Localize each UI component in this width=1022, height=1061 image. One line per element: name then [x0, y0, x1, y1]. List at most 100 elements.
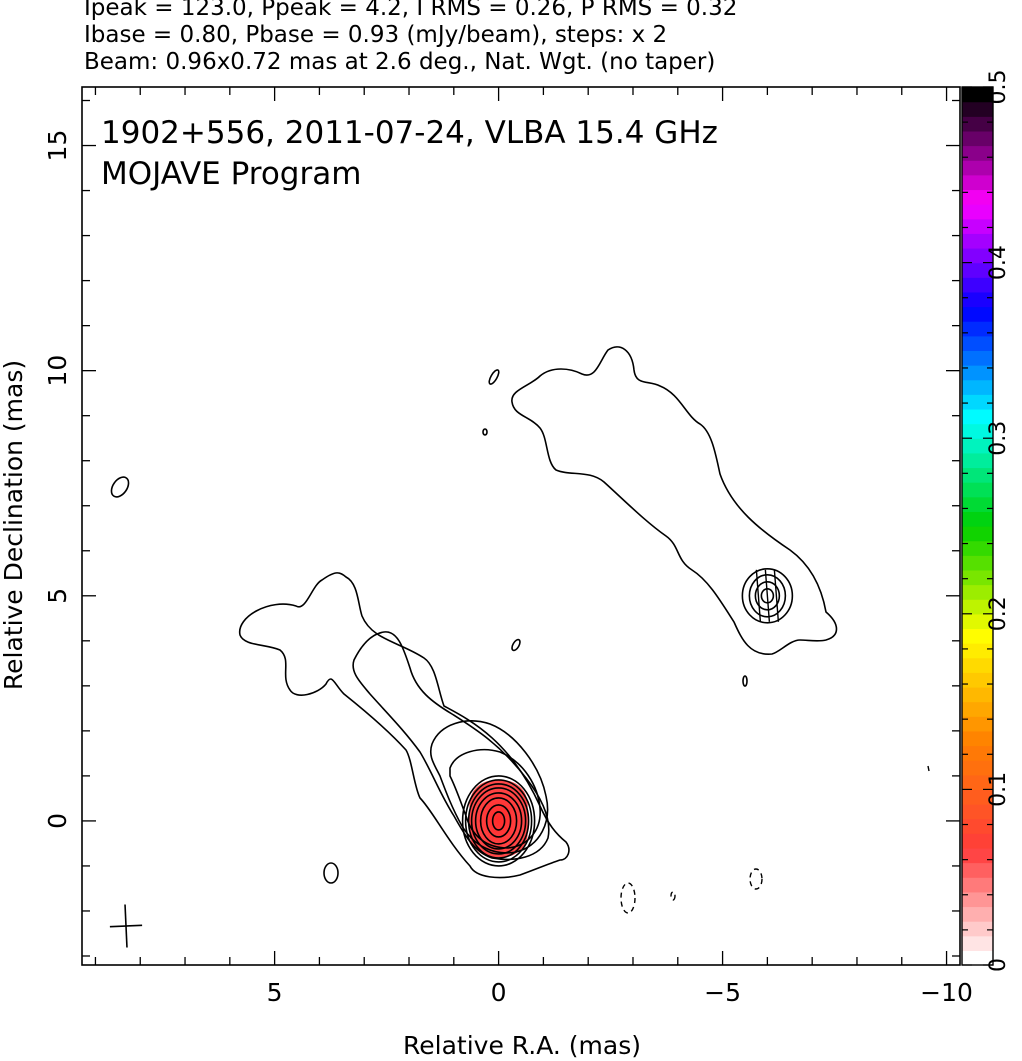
colorbar-band: [962, 394, 993, 410]
colorbar-band: [962, 306, 993, 322]
colorbar-frame: [961, 86, 994, 966]
x-tick-label: −10: [920, 978, 973, 1007]
colorbar-band: [962, 599, 993, 615]
noise-contour-6: [742, 675, 748, 687]
colorbar-band: [962, 247, 993, 264]
knot-polarization-vector-1: [755, 569, 762, 622]
colorbar-band: [962, 950, 993, 966]
colorbar-band: [962, 891, 993, 908]
y-tick-label: 5: [43, 588, 72, 604]
chart-title: 1902+556, 2011-07-24, VLBA 15.4 GHz: [101, 115, 718, 151]
colorbar-band: [962, 686, 993, 703]
colorbar-band: [962, 130, 993, 147]
colorbar-tick-label: 0.3: [986, 421, 1011, 456]
colorbar-band: [962, 408, 993, 425]
colorbar-band: [962, 482, 993, 498]
colorbar-band: [962, 335, 993, 351]
negative-contour-2: [749, 868, 763, 890]
colorbar-band: [962, 145, 993, 161]
colorbar-band: [962, 379, 993, 395]
colorbar-band: [962, 789, 993, 805]
header-beam-line: Beam: 0.96x0.72 mas at 2.6 deg., Nat. Wg…: [84, 49, 716, 75]
colorbar-band: [962, 935, 993, 951]
colorbar-band: [962, 87, 993, 103]
colorbar-band: [962, 291, 993, 308]
negative-contour-3: [670, 891, 676, 901]
y-tick-label: 10: [43, 355, 72, 387]
colorbar-band: [962, 204, 993, 220]
colorbar-band: [962, 877, 993, 893]
colorbar-band: [962, 804, 993, 820]
colorbar-band: [962, 584, 993, 600]
x-axis-label: Relative R.A. (mas): [403, 1031, 641, 1060]
colorbar-band: [962, 511, 993, 527]
colorbar-band: [962, 701, 993, 717]
y-tick-label: 15: [43, 130, 72, 162]
core-contour-6: [479, 797, 518, 845]
core-contour-1: [461, 775, 536, 867]
knot-contour-2: [748, 573, 787, 618]
knot-polarization-vector-3: [773, 569, 780, 622]
core-contour-8: [491, 811, 506, 831]
colorbar-band: [962, 526, 993, 542]
colorbar-band: [962, 321, 993, 337]
contour-lines: [109, 346, 930, 948]
colorbar-band: [962, 716, 993, 732]
y-axis-label: Relative Declination (mas): [0, 360, 28, 690]
colorbar-band: [962, 921, 993, 937]
colorbar-band: [962, 862, 993, 878]
colorbar-band: [962, 116, 993, 132]
jet-outer-contour: [239, 572, 570, 879]
colorbar-band: [962, 847, 993, 864]
noise-contour-5: [482, 428, 488, 436]
colorbar-band: [962, 452, 993, 469]
x-tick-label: 0: [491, 978, 507, 1007]
outer-lobe-contour: [511, 346, 838, 655]
colorbar-band: [962, 496, 993, 512]
noise-contour-4: [488, 369, 500, 385]
noise-contour-2: [323, 862, 339, 884]
colorbar-band: [962, 540, 993, 556]
colorbar-band: [962, 365, 993, 381]
colorbar-band: [962, 423, 993, 439]
x-tick-label: 5: [267, 978, 283, 1007]
header-stats-line-2: Ibase = 0.80, Pbase = 0.93 (mJy/beam), s…: [84, 22, 668, 48]
colorbar-band: [962, 160, 993, 176]
noise-contour-3: [511, 638, 521, 652]
noise-contour-1: [110, 476, 130, 498]
colorbar-band: [962, 745, 993, 761]
colorbar-band: [962, 774, 993, 790]
colorbar-band: [962, 262, 993, 278]
negative-contour-1: [620, 882, 636, 914]
core-contour-2: [464, 779, 533, 863]
core-contour-3: [467, 783, 530, 859]
colorbar-band: [962, 174, 993, 191]
plot-area: [82, 87, 960, 965]
colorbar-tick-label: 0.2: [986, 596, 1011, 631]
colorbar-band: [962, 555, 993, 571]
knot-polarization-vector-2: [764, 569, 771, 622]
colorbar-band: [962, 613, 993, 630]
colorbar-band: [962, 438, 993, 454]
colorbar-tick-label: 0.5: [986, 70, 1011, 105]
colorbar-band: [962, 906, 993, 922]
colorbar-band: [962, 350, 993, 366]
axes: 5 0 −5 −10 0 5 10 15: [43, 86, 973, 1007]
colorbar-band: [962, 818, 993, 834]
header-stats-line-1: Ipeak = 123.0, Ppeak = 4.2, I RMS = 0.26…: [84, 0, 738, 21]
jet-contour-level-2: [352, 631, 550, 861]
colorbar-band: [962, 189, 993, 205]
colorbar-band: [962, 277, 993, 293]
colorbar: 0 0.1 0.2 0.3 0.4 0.5: [961, 70, 1011, 972]
core-contour-5: [474, 792, 523, 850]
x-tick-label: −5: [704, 978, 741, 1007]
colorbar-band: [962, 101, 993, 117]
noise-speck: [927, 765, 930, 772]
knot-contour-3: [754, 580, 781, 611]
colorbar-band: [962, 730, 993, 747]
y-tick-label: 0: [43, 813, 72, 829]
colorbar-band: [962, 643, 993, 659]
plot-frame: [81, 86, 961, 966]
colorbar-tick-label: 0.4: [986, 245, 1011, 280]
